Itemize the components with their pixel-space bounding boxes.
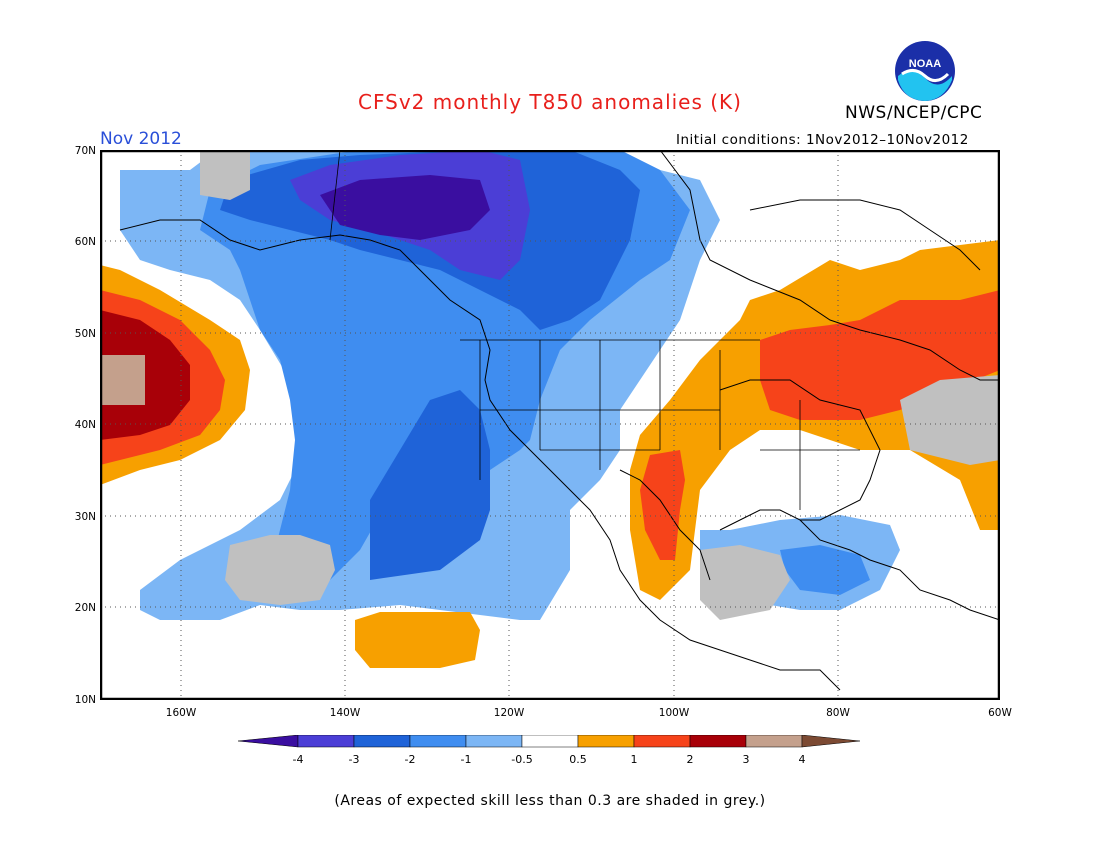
legend-swatch [353, 735, 411, 748]
lat-label: 60N [75, 236, 96, 248]
low-skill-region-central-pacific [225, 535, 335, 605]
legend-tick: 4 [799, 753, 806, 766]
agency-label: NWS/NCEP/CPC [845, 103, 983, 123]
anomaly-map [100, 150, 1000, 700]
noaa-logo-text: NOAA [909, 58, 941, 70]
legend-swatch [689, 735, 747, 748]
anomaly-region-tan-west [100, 355, 145, 405]
low-skill-region-atlantic [900, 375, 1000, 465]
anomaly-region-dark-blue-2 [370, 390, 490, 580]
initial-conditions: Initial conditions: 1Nov2012–10Nov2012 [676, 132, 969, 148]
legend-tick: -1 [461, 753, 472, 766]
graticule [100, 150, 1000, 700]
legend-tick: -2 [405, 753, 416, 766]
legend-swatch [745, 735, 803, 748]
lat-label: 50N [75, 328, 96, 340]
latitude-labels: 70N 60N 50N 40N 30N 20N 10N [75, 145, 96, 706]
footnote: (Areas of expected skill less than 0.3 a… [334, 793, 766, 809]
lat-label: 10N [75, 694, 96, 706]
lon-label: 160W [166, 707, 197, 719]
longitude-labels: 160W 140W 120W 100W 80W 60W [166, 707, 1013, 719]
legend-tick: -4 [293, 753, 304, 766]
low-skill-region-north [200, 150, 250, 200]
legend-tick: -3 [349, 753, 360, 766]
valid-month: Nov 2012 [100, 129, 182, 149]
legend-swatch [409, 735, 467, 748]
legend-tick: -0.5 [511, 753, 532, 766]
low-skill-region-mexico [700, 545, 790, 620]
legend-tick: 0.5 [569, 753, 587, 766]
legend-tick: 2 [687, 753, 694, 766]
lon-label: 140W [330, 707, 361, 719]
anomaly-region-blue-gulf [780, 545, 870, 595]
color-legend: -4 -3 -2 -1 -0.5 0.5 1 2 3 4 [238, 735, 861, 766]
coastlines [119, 150, 1000, 691]
anomaly-region-orange-south [355, 612, 480, 668]
anomaly-region-indigo [320, 175, 490, 240]
lat-label: 40N [75, 419, 96, 431]
lon-label: 80W [826, 707, 850, 719]
legend-swatch-lt-4 [238, 735, 299, 748]
anomaly-region-red-texas [640, 450, 685, 560]
legend-tick: 3 [743, 753, 750, 766]
legend-tick: 1 [631, 753, 638, 766]
legend-swatch-gt-4 [801, 735, 861, 748]
lat-label: 70N [75, 145, 96, 157]
lat-label: 20N [75, 602, 96, 614]
legend-swatch [633, 735, 691, 748]
noaa-logo: NOAA [895, 41, 955, 101]
map-frame [100, 150, 1000, 700]
lon-label: 60W [988, 707, 1012, 719]
political-boundaries [329, 150, 860, 510]
chart-title: CFSv2 monthly T850 anomalies (K) [358, 90, 742, 114]
legend-swatch [465, 735, 523, 748]
lon-label: 100W [659, 707, 690, 719]
lat-label: 30N [75, 511, 96, 523]
legend-swatch [521, 735, 579, 748]
legend-swatch [577, 735, 635, 748]
lon-label: 120W [494, 707, 525, 719]
legend-swatch [297, 735, 355, 748]
